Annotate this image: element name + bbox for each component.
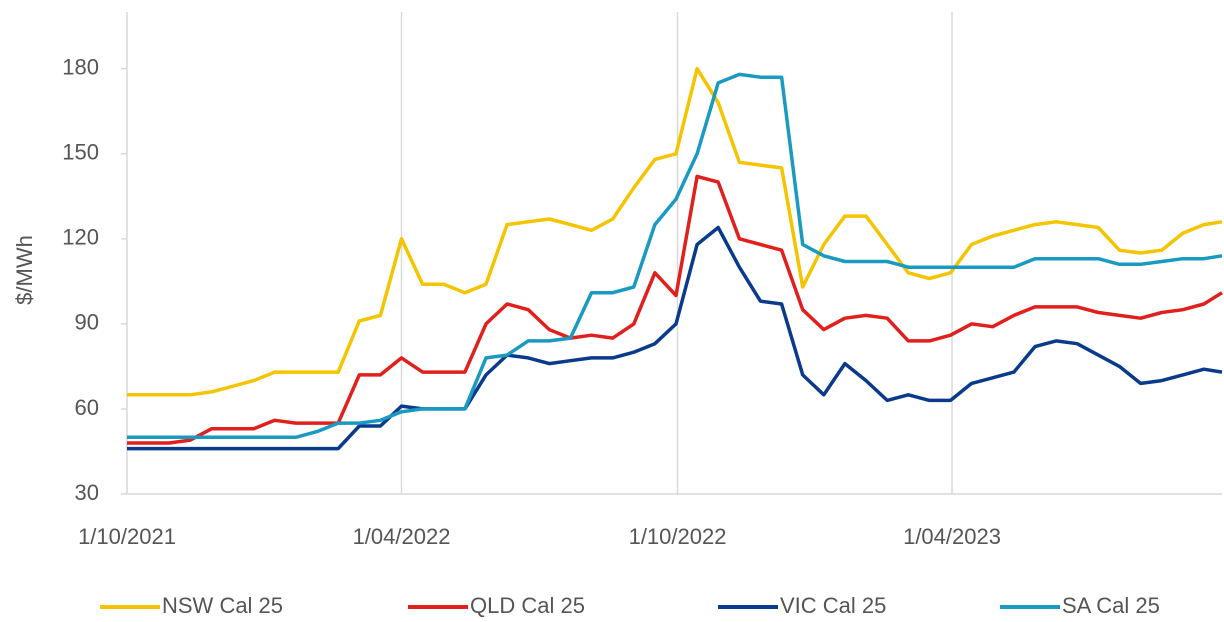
series-line	[127, 174, 1223, 445]
legend-label: NSW Cal 25	[162, 593, 283, 618]
series-line	[127, 72, 1223, 440]
y-tick-label: 120	[62, 225, 99, 250]
series-line	[127, 66, 1223, 397]
x-tick-label: 1/10/2022	[629, 524, 727, 549]
y-axis-label: $/MWh	[12, 235, 37, 305]
y-tick-label: 180	[62, 55, 99, 80]
legend-label: VIC Cal 25	[780, 593, 886, 618]
x-tick-label: 1/04/2023	[903, 524, 1001, 549]
x-tick-label: 1/04/2022	[353, 524, 451, 549]
y-tick-label: 150	[62, 140, 99, 165]
y-tick-label: 60	[75, 395, 99, 420]
y-tick-label: 90	[75, 310, 99, 335]
legend-label: SA Cal 25	[1062, 593, 1160, 618]
y-tick-label: 30	[75, 480, 99, 505]
legend-label: QLD Cal 25	[470, 593, 585, 618]
x-tick-label: 1/10/2021	[78, 524, 176, 549]
series-line	[127, 225, 1223, 451]
